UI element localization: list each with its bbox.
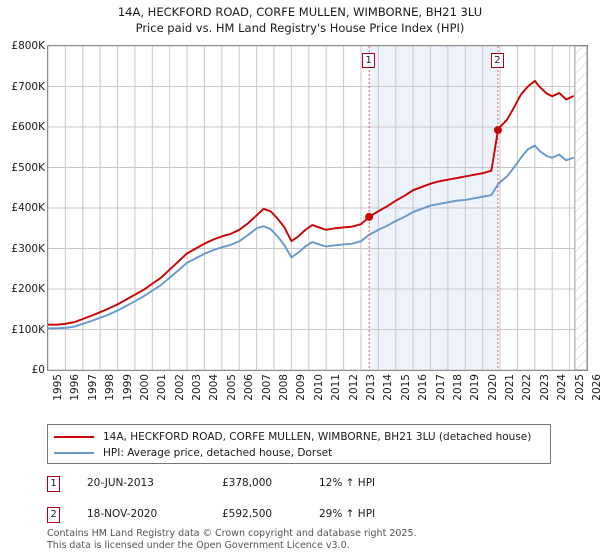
x-axis-tick-label: 2004 — [208, 374, 221, 401]
y-axis-tick-label: £100K — [11, 323, 45, 336]
x-axis-tick-label: 2016 — [417, 374, 430, 401]
x-axis-tick-label: 2009 — [295, 374, 308, 401]
legend-color-swatch — [54, 452, 94, 454]
series-line — [48, 144, 575, 330]
y-axis-tick-label: £200K — [11, 283, 45, 295]
x-axis-tick-label: 2008 — [278, 374, 291, 401]
legend-color-swatch — [54, 436, 94, 438]
x-axis-tick-label: 2017 — [434, 374, 447, 401]
y-axis: £0 £100K £200K £300K £400K £500K £600K £700K £80… — [0, 40, 45, 376]
x-axis-tick-label: 2021 — [504, 374, 517, 401]
x-axis-tick-label: 2012 — [347, 374, 360, 401]
x-axis-tick-label: 2013 — [364, 374, 377, 401]
x-axis-tick-label: 2026 — [591, 374, 600, 401]
x-axis-tick-label: 2001 — [156, 374, 169, 401]
x-axis-tick-label: 2007 — [260, 374, 273, 401]
transaction-marker — [365, 212, 374, 221]
y-axis-tick-label: £600K — [11, 121, 45, 133]
transaction-hpi-delta: 12% ↑ HPI — [319, 477, 376, 489]
transaction-date: 18-NOV-2020 — [87, 508, 158, 520]
transaction-row: 1 20-JUN-2013 £378,000 12% ↑ HPI — [47, 476, 551, 492]
y-axis-tick-label: £400K — [11, 202, 45, 214]
title-line-2: Price paid vs. HM Land Registry's House … — [135, 21, 465, 35]
x-axis-tick-label: 1998 — [104, 374, 117, 401]
x-axis: 1995 1996 1997 1998 1999 2000 2001 2002 2003 2004… — [47, 374, 600, 416]
transaction-marker — [493, 126, 502, 135]
legend-label: 14A, HECKFORD ROAD, CORFE MULLEN, WIMBOR… — [103, 431, 532, 443]
x-axis-tick-label: 2006 — [243, 374, 256, 401]
x-axis-tick-label: 2002 — [173, 374, 186, 401]
y-axis-tick-label: £500K — [11, 161, 45, 174]
y-axis-tick-label: £800K — [11, 40, 45, 52]
x-axis-tick-label: 1999 — [121, 374, 134, 401]
x-axis-tick-label: 2005 — [225, 374, 238, 401]
x-axis-tick-label: 1995 — [52, 374, 64, 401]
x-axis-tick-label: 2003 — [191, 374, 204, 401]
transaction-index-badge: 2 — [47, 507, 60, 523]
y-axis-tick-label: £0 — [31, 364, 45, 376]
x-axis-tick-label: 2011 — [330, 374, 343, 401]
footer-attribution: Contains HM Land Registry data © Crown c… — [47, 528, 587, 551]
x-axis-tick-label: 1997 — [86, 374, 99, 401]
chart-legend: 14A, HECKFORD ROAD, CORFE MULLEN, WIMBOR… — [47, 424, 551, 464]
x-axis-tick-label: 2014 — [382, 374, 395, 401]
x-axis-tick-label: 2025 — [573, 374, 586, 401]
x-axis-tick-label: 2010 — [312, 374, 325, 401]
transaction-hpi-delta: 29% ↑ HPI — [319, 508, 376, 520]
x-axis-tick-label: 2019 — [469, 374, 482, 401]
footer-line-2: This data is licensed under the Open Gov… — [47, 539, 350, 551]
x-axis-tick-label: 2015 — [399, 374, 412, 401]
transaction-price: £378,000 — [222, 477, 273, 489]
annotation-flag-1: 1 — [362, 53, 376, 68]
annotation-flag-2: 2 — [490, 53, 504, 68]
legend-item: HPI: Average price, detached house, Dors… — [48, 445, 550, 461]
transaction-price: £592,500 — [222, 508, 273, 520]
x-axis-tick-label: 2020 — [486, 374, 499, 401]
x-axis-tick-label: 2000 — [138, 374, 151, 401]
legend-label: HPI: Average price, detached house, Dors… — [103, 447, 333, 459]
x-axis-tick-label: 2023 — [538, 374, 551, 401]
transaction-row: 2 18-NOV-2020 £592,500 29% ↑ HPI — [47, 507, 551, 523]
chart-svg — [48, 46, 587, 370]
title-line-1: 14A, HECKFORD ROAD, CORFE MULLEN, WIMBOR… — [117, 5, 483, 19]
transaction-date: 20-JUN-2013 — [87, 477, 154, 489]
x-axis-tick-label: 2018 — [451, 374, 464, 401]
x-axis-tick-label: 1996 — [69, 374, 82, 401]
transaction-index-badge: 1 — [47, 476, 60, 492]
chart-plot-area — [47, 45, 588, 371]
y-axis-tick-label: £700K — [11, 80, 45, 93]
x-axis-tick-label: 2024 — [556, 374, 569, 401]
y-axis-tick-label: £300K — [11, 242, 45, 255]
x-axis-tick-label: 2022 — [521, 374, 534, 401]
legend-item: 14A, HECKFORD ROAD, CORFE MULLEN, WIMBOR… — [48, 429, 550, 445]
page-title: 14A, HECKFORD ROAD, CORFE MULLEN, WIMBOR… — [0, 4, 600, 36]
footer-line-1: Contains HM Land Registry data © Crown c… — [47, 528, 417, 539]
projection-hatch — [574, 46, 587, 370]
